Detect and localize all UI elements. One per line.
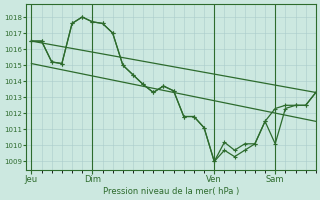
X-axis label: Pression niveau de la mer( hPa ): Pression niveau de la mer( hPa ) [103,187,239,196]
